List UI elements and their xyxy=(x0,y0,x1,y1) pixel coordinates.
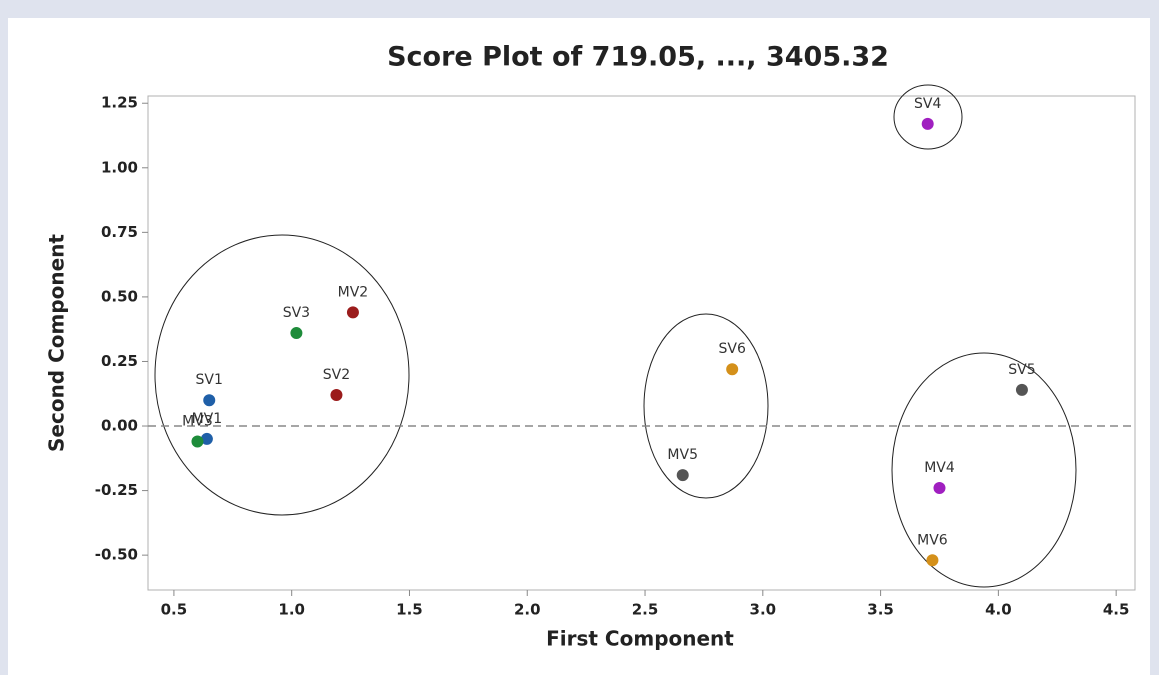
point-label: MV3 xyxy=(182,414,213,430)
point xyxy=(926,554,939,567)
point xyxy=(676,469,689,482)
x-tick-label: 1.0 xyxy=(278,601,305,619)
x-tick-label: 0.5 xyxy=(161,601,188,619)
x-tick-label: 3.5 xyxy=(867,601,894,619)
point xyxy=(346,306,359,319)
y-tick-label: 0.75 xyxy=(101,223,138,241)
y-tick-label: 0.50 xyxy=(101,287,138,305)
x-tick-label: 4.0 xyxy=(985,601,1012,619)
y-tick-label: 0.00 xyxy=(101,417,138,435)
point xyxy=(290,327,303,340)
point xyxy=(933,481,946,494)
point-label: SV2 xyxy=(323,367,350,383)
y-tick-label: -0.50 xyxy=(95,546,138,564)
y-axis-label: Second Component xyxy=(45,234,69,452)
point-label: MV1 xyxy=(192,411,223,427)
point-label: MV4 xyxy=(924,460,955,476)
x-tick-label: 1.5 xyxy=(396,601,423,619)
x-tick-label: 3.0 xyxy=(750,601,777,619)
y-tick-label: 1.00 xyxy=(101,158,138,176)
y-tick-label: 0.25 xyxy=(101,352,138,370)
point-label: SV3 xyxy=(283,305,310,321)
plot-frame xyxy=(147,95,1136,591)
point-label: SV4 xyxy=(914,96,941,112)
point-label: SV1 xyxy=(196,372,223,388)
x-tick-label: 2.5 xyxy=(632,601,659,619)
cluster-ellipse xyxy=(643,313,769,499)
point xyxy=(191,435,204,448)
point xyxy=(330,389,343,402)
x-tick-label: 2.0 xyxy=(514,601,541,619)
point-label: SV6 xyxy=(719,341,746,357)
point xyxy=(726,363,739,376)
point xyxy=(1015,383,1028,396)
point xyxy=(200,432,213,445)
point xyxy=(921,117,934,130)
point-label: MV2 xyxy=(338,284,369,300)
x-tick-label: 4.5 xyxy=(1103,601,1130,619)
cluster-ellipse xyxy=(154,234,410,516)
point xyxy=(203,394,216,407)
point-label: SV5 xyxy=(1008,362,1035,378)
point-label: MV6 xyxy=(917,532,948,548)
cluster-ellipse xyxy=(893,84,963,150)
cluster-ellipse xyxy=(891,352,1077,588)
panel xyxy=(8,18,1150,675)
y-tick-label: 1.25 xyxy=(101,94,138,112)
chart-title: Score Plot of 719.05, ..., 3405.32 xyxy=(387,42,889,73)
x-axis-label: First Component xyxy=(546,627,734,651)
y-tick-label: -0.25 xyxy=(95,481,138,499)
point-label: MV5 xyxy=(667,447,698,463)
